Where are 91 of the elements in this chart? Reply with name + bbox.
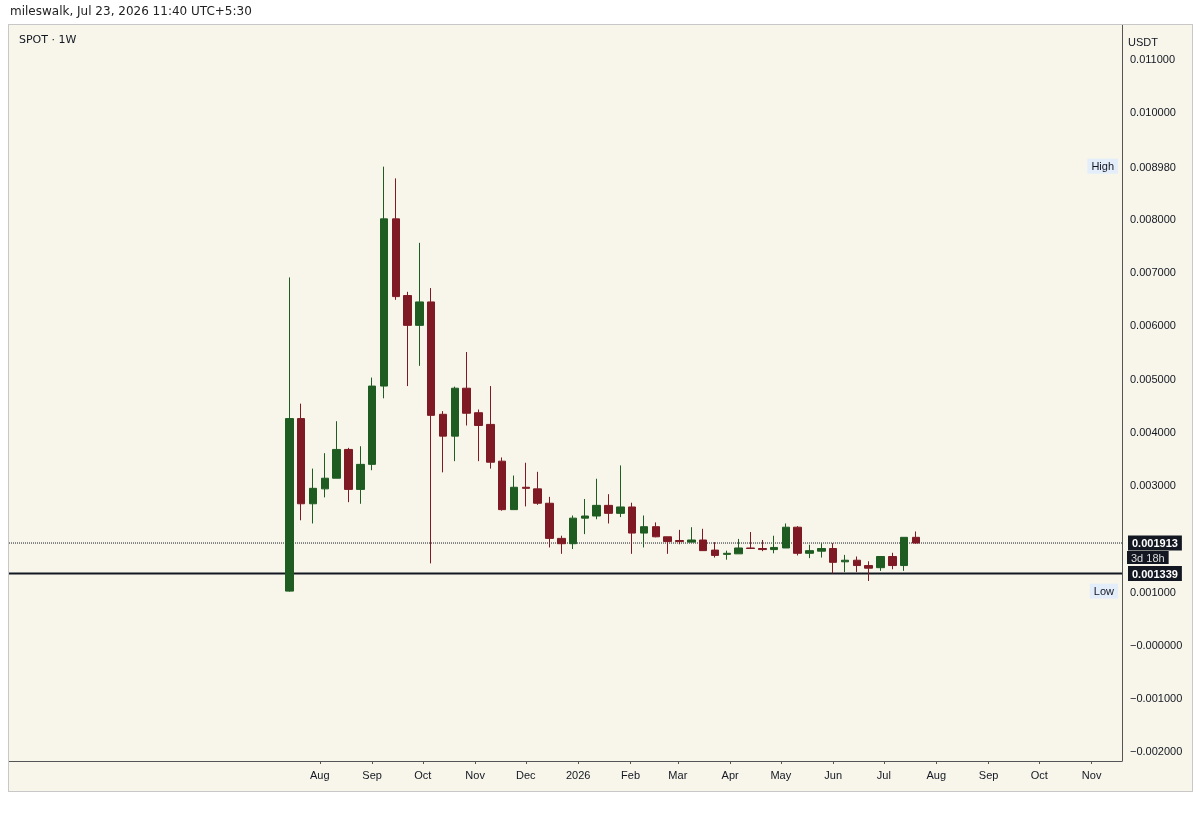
candlestick bbox=[888, 552, 897, 570]
candlestick bbox=[581, 498, 589, 535]
candlestick bbox=[321, 452, 329, 498]
y-tick-label: 0.006000 bbox=[1130, 319, 1176, 332]
candlestick bbox=[652, 521, 660, 538]
candlestick bbox=[734, 538, 743, 555]
candlestick bbox=[723, 550, 731, 561]
candlestick bbox=[699, 528, 707, 552]
candlestick bbox=[403, 291, 412, 387]
candlestick bbox=[853, 556, 861, 573]
candlestick bbox=[628, 502, 636, 555]
candlestick bbox=[380, 166, 388, 399]
annotation: High bbox=[1091, 160, 1114, 173]
candlestick bbox=[864, 560, 873, 582]
candlestick bbox=[770, 535, 778, 554]
candlestick bbox=[663, 536, 672, 555]
y-axis-title: USDT bbox=[1128, 35, 1159, 48]
candlestick bbox=[510, 475, 518, 511]
candlestick bbox=[793, 525, 802, 556]
y-tick-label: 0.004000 bbox=[1130, 425, 1176, 438]
x-tick-label: 2026 bbox=[565, 768, 591, 781]
candlestick bbox=[368, 377, 376, 471]
x-tick-label: Sep bbox=[362, 768, 382, 781]
candlestick bbox=[829, 542, 837, 575]
y-tick-label: −0.002000 bbox=[1130, 745, 1183, 758]
x-tick-label: Mar bbox=[668, 768, 688, 781]
y-tick-label: 0.003000 bbox=[1130, 479, 1176, 492]
candlestick bbox=[900, 536, 908, 572]
candlestick bbox=[557, 535, 566, 555]
x-tick-label: Oct bbox=[414, 768, 432, 781]
x-tick-label: Nov bbox=[465, 768, 486, 781]
candlestick bbox=[498, 456, 506, 512]
y-tick-label: 0.001000 bbox=[1130, 585, 1176, 598]
y-tick-label: 0.010000 bbox=[1130, 106, 1176, 119]
candlestick bbox=[439, 410, 447, 473]
candlestick bbox=[356, 445, 365, 505]
candlestick bbox=[817, 542, 826, 559]
x-tick-label: Oct bbox=[1030, 768, 1048, 781]
annotation: Low bbox=[1093, 585, 1115, 598]
y-tick-label: 0.011000 bbox=[1130, 53, 1176, 66]
y-tick-label: 0.008000 bbox=[1130, 212, 1176, 225]
candlestick bbox=[545, 496, 554, 548]
candlestick bbox=[392, 177, 400, 301]
candlestick bbox=[462, 351, 471, 426]
x-tick-label: May bbox=[770, 768, 792, 781]
candlestick bbox=[746, 531, 755, 550]
x-tick-label: Aug bbox=[309, 768, 330, 781]
candlestick bbox=[451, 386, 459, 462]
candlestick bbox=[758, 539, 767, 552]
candlestick bbox=[711, 541, 719, 559]
candlestick bbox=[285, 276, 294, 593]
x-tick-label: Feb bbox=[621, 768, 641, 781]
x-tick-label: Dec bbox=[516, 768, 537, 781]
candlestick bbox=[912, 530, 920, 545]
y-tick-label: −0.001000 bbox=[1130, 692, 1183, 705]
candlestick bbox=[592, 478, 601, 520]
candlestick bbox=[533, 471, 542, 506]
x-tick-label: Nov bbox=[1081, 768, 1102, 781]
candlestick bbox=[687, 526, 696, 543]
candlestick bbox=[604, 493, 613, 524]
text: SPOT · 1W bbox=[19, 33, 77, 46]
x-tick-label: Sep bbox=[978, 768, 999, 781]
candlestick bbox=[415, 242, 424, 367]
candlestick bbox=[640, 514, 648, 548]
candlestick bbox=[332, 420, 341, 479]
y-tick-label: 0.007000 bbox=[1130, 266, 1176, 279]
chart-subtitle: mileswalk, Jul 23, 2026 11:40 UTC+5:30 bbox=[10, 4, 252, 18]
ref-line-label: 0.001913 bbox=[1132, 537, 1178, 550]
text: 3d 18h bbox=[1131, 551, 1165, 564]
candlestick bbox=[344, 447, 353, 503]
candlestick bbox=[474, 409, 483, 462]
candlestick bbox=[841, 554, 849, 573]
candlestick bbox=[486, 385, 495, 470]
y-tick-label: 0.005000 bbox=[1130, 372, 1176, 385]
candlestick bbox=[782, 522, 790, 549]
x-tick-label: Jun bbox=[824, 768, 843, 781]
candlestick bbox=[297, 403, 305, 521]
x-tick-label: Jul bbox=[876, 768, 891, 781]
y-tick-label: −0.000000 bbox=[1130, 638, 1183, 651]
candlestick bbox=[522, 462, 530, 507]
candlestick bbox=[569, 514, 577, 550]
candlestick bbox=[309, 468, 317, 524]
candlestick bbox=[427, 287, 435, 564]
candlestick bbox=[616, 464, 625, 518]
candlestick bbox=[876, 556, 885, 572]
x-tick-label: Apr bbox=[721, 768, 740, 781]
candlestick bbox=[805, 544, 814, 559]
y-tick-label: 0.008980 bbox=[1130, 160, 1176, 173]
x-tick-label: Aug bbox=[926, 768, 947, 781]
ref-line-label: 0.001339 bbox=[1132, 567, 1178, 580]
candlestick bbox=[675, 529, 684, 545]
